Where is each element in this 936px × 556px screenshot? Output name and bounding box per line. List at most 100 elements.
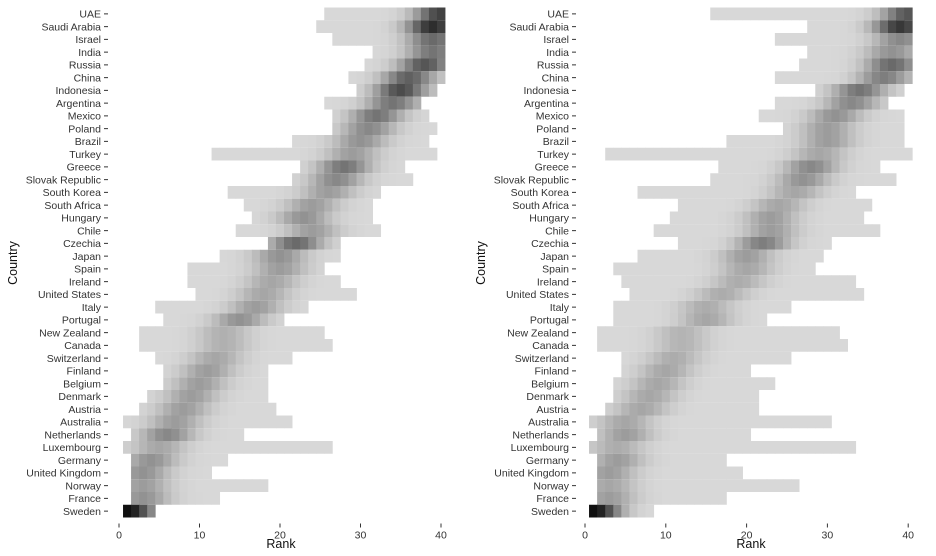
heatmap-cell [243,275,253,288]
heatmap-cell [758,109,768,123]
heatmap-cell [259,479,269,492]
heatmap-cell [661,479,671,492]
heatmap-cell [831,96,840,110]
heatmap-cell [348,160,357,174]
heatmap-cell [597,453,606,467]
heatmap-cell [227,300,237,314]
x-axis-title: Rank [736,537,766,551]
y-tick-label: Turkey [537,149,569,161]
y-tick-label: Hungary [61,213,101,225]
heatmap-cell [613,466,622,480]
heatmap-cell [235,441,245,454]
heatmap-cell [629,492,638,505]
heatmap-cell [774,96,784,110]
heatmap-cell [782,211,792,225]
heatmap-cell [163,313,172,327]
heatmap-cell [316,186,325,199]
heatmap-cell [686,492,695,505]
heatmap-cell [195,377,204,390]
heatmap-cell [163,326,172,339]
heatmap-cell [147,428,156,441]
heatmap-cell [734,262,743,276]
heatmap-cell [750,300,760,314]
heatmap-cell [815,33,824,46]
heatmap-cell [332,211,341,225]
heatmap-cell [316,288,325,301]
heatmap-cell [308,237,317,250]
heatmap-cell [710,224,719,237]
heatmap-cell [187,300,196,314]
heatmap-cell [726,479,735,492]
heatmap-cell [235,186,245,199]
heatmap-cell [284,198,293,212]
heatmap-cell [340,160,349,174]
heatmap-cell [694,402,703,416]
heatmap-cell [839,20,848,33]
heatmap-cell [686,377,695,390]
heatmap-cell [661,288,671,301]
heatmap-cell [686,453,695,467]
heatmap-cell [300,211,309,225]
heatmap-cell [428,58,438,72]
heatmap-cell [823,160,832,174]
heatmap-cell [750,160,760,174]
heatmap-cell [879,45,889,59]
heatmap-cell [758,237,768,250]
heatmap-cell [267,402,277,416]
heatmap-cell [259,351,269,365]
heatmap-cell [871,122,881,135]
heatmap-cell [629,364,638,378]
heatmap-cell [364,7,373,21]
y-tick-label: Portugal [530,315,569,327]
y-tick-label: Slovak Republic [26,174,101,186]
heatmap-cell [831,135,840,148]
heatmap-cell [195,326,204,339]
heatmap-cell [637,428,646,441]
heatmap-cell [758,300,768,314]
heatmap-cell [750,249,760,263]
heatmap-cell [227,313,237,327]
heatmap-cell [605,339,614,352]
heatmap-cell [702,364,711,378]
heatmap-cell [831,339,840,352]
heatmap-cell [815,198,824,212]
heatmap-cell [758,415,768,429]
heatmap-cell [686,198,695,212]
heatmap-cell [284,326,293,339]
heatmap-cell [904,33,913,46]
heatmap-cell [686,479,695,492]
heatmap-cell [855,7,865,21]
heatmap-cell [259,147,269,161]
heatmap-row [155,300,309,314]
heatmap-cell [308,135,317,148]
heatmap-cell [799,71,808,84]
heatmap-cell [372,7,382,21]
heatmap-cell [428,122,438,135]
heatmap-cell [259,313,269,327]
heatmap-cell [710,390,719,403]
heatmap-cell [758,7,768,21]
heatmap-cell [879,173,889,186]
y-tick-label: Belgium [63,378,101,390]
heatmap-cell [139,415,148,429]
heatmap-cell [428,147,438,161]
heatmap-cell [300,147,309,161]
heatmap-cell [621,441,630,454]
y-tick-label: Japan [540,251,569,263]
heatmap-cell [308,262,317,276]
heatmap-cell [766,288,776,301]
heatmap-cell [653,249,663,263]
heatmap-row [235,224,382,237]
heatmap-cell [702,415,711,429]
heatmap-cell [766,173,776,186]
heatmap-cell [702,441,711,454]
heatmap-cell [734,415,743,429]
heatmap-cell [267,300,277,314]
heatmap-cell [179,466,188,480]
heatmap-cell [605,504,614,518]
heatmap-cell [195,262,204,276]
heatmap-cell [734,428,743,441]
y-tick-label: Indonesia [523,85,569,97]
heatmap-cell [332,96,341,110]
heatmap-row [597,479,800,492]
